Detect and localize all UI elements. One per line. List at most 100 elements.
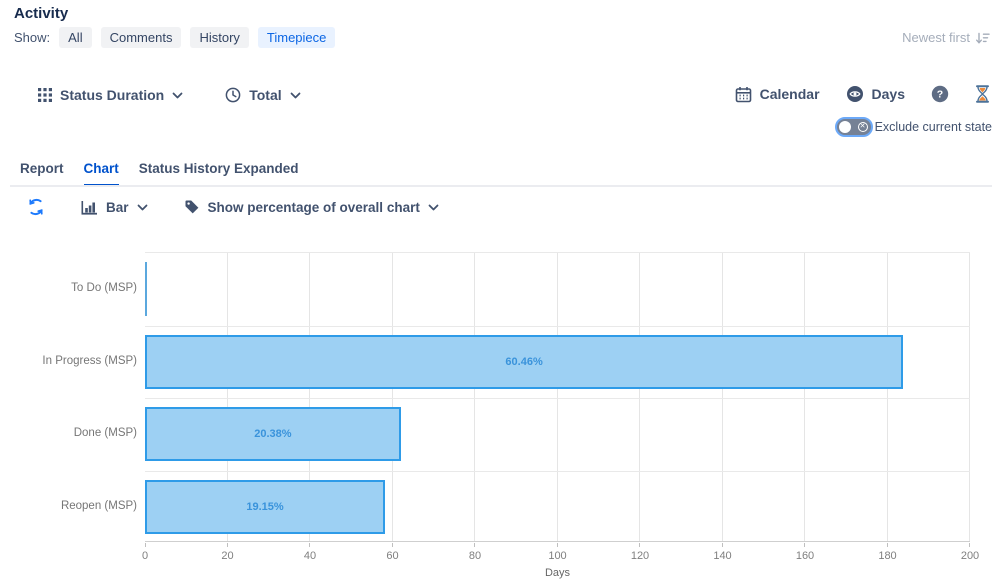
aggregation-dropdown[interactable]: Total [225,87,301,103]
timer-button[interactable] [975,85,990,103]
help-icon: ? [931,85,949,103]
gridline [145,470,970,472]
sort-order-label: Newest first [902,30,970,45]
filter-history[interactable]: History [190,27,249,48]
category-label: In Progress (MSP) [42,354,137,367]
calendar-label: Calendar [759,86,820,102]
dimension-dropdown-label: Status Duration [60,87,165,103]
tick-label: 180 [878,550,897,562]
view-tabs: Report Chart Status History Expanded [20,161,299,186]
report-toolbar-right: Calendar Days ? [735,85,990,103]
chevron-down-icon [290,92,301,99]
toggle-knob [838,121,851,133]
tick-mark [969,543,970,547]
tick-label: 160 [795,550,815,562]
tick-mark [145,543,146,547]
hourglass-icon [975,85,990,103]
tick-mark [226,543,228,547]
percentage-mode-label: Show percentage of overall chart [207,199,420,215]
tick-label: 120 [630,550,650,562]
gridline [391,253,393,541]
bar-percentage-label: 60.46% [505,355,543,368]
chart-controls: Bar Show percentage of overall chart [27,198,439,216]
chevron-down-icon [428,204,439,211]
filter-group: All Comments History Timepiece [59,27,336,48]
exclude-current-state-label: Exclude current state [874,120,992,134]
tick-label: 140 [713,550,732,562]
chart-value-axis: 0 20 40 60 80 100 120 140 160 180 200 [141,543,979,573]
page-title: Activity [14,5,69,22]
gridline [804,253,805,541]
gridline [639,253,640,541]
chart-x-axis-title: Days [544,567,571,579]
tick-mark [309,543,310,547]
chart-category-axis: To Do (MSP) In Progress (MSP) Done (MSP) Re… [0,252,137,542]
filter-all[interactable]: All [59,27,92,48]
dimension-dropdown[interactable]: Status Duration [38,87,183,103]
gridline [886,253,888,541]
tick-mark [721,543,723,547]
gridline [226,253,228,541]
gridline [969,253,970,541]
eye-icon [846,85,864,103]
tick-label: 100 [548,550,567,562]
report-toolbar-left: Status Duration Total [38,87,301,103]
category-label: Reopen (MSP) [60,499,137,512]
chevron-down-icon [137,204,148,211]
tick-mark [391,543,393,547]
chart-type-dropdown[interactable]: Bar [81,200,148,215]
tick-label: 20 [221,550,234,562]
bar-chart-icon [81,200,98,215]
tick-mark [639,543,640,547]
unit-toggle[interactable]: Days [846,85,905,103]
chart-plot-area: 60.46% 20.38% 19.15% [145,252,970,542]
bar-percentage-label: 20.38% [254,428,292,440]
tick-label: 200 [960,550,980,562]
tag-icon [184,199,200,215]
gridline [556,253,558,541]
svg-text:?: ? [937,89,943,101]
grid-icon [38,88,52,102]
activity-filter-bar: Show: All Comments History Timepiece [14,27,336,48]
help-button[interactable]: ? [931,85,949,103]
chevron-down-icon [172,92,183,99]
sort-order-control[interactable]: Newest first [902,30,990,45]
tick-label: 0 [141,550,149,562]
bar-in-progress-msp-: 60.46% [145,334,904,389]
refresh-button[interactable] [27,198,45,216]
bar-reopen-msp-: 19.15% [145,479,386,534]
tab-report[interactable]: Report [20,161,64,176]
tick-label: 60 [386,550,399,562]
bar-to-do-msp- [145,262,147,316]
exclude-current-state-row: ✕ Exclude current state [834,117,992,137]
gridline [721,253,723,541]
gridline [145,325,970,327]
calendar-icon [735,86,752,103]
tab-status-history-expanded[interactable]: Status History Expanded [138,161,299,176]
tick-mark [556,543,558,547]
bar-percentage-label: 19.15% [246,500,284,513]
tick-label: 40 [303,550,317,562]
category-label: To Do (MSP) [71,282,137,295]
tick-mark [886,543,888,547]
tick-mark [804,543,805,547]
exclude-current-state-toggle[interactable]: ✕ [834,117,873,137]
aggregation-dropdown-label: Total [249,87,282,103]
toggle-off-x-icon: ✕ [857,122,868,132]
bar-done-msp-: 20.38% [145,407,401,461]
tick-mark [474,543,475,547]
gridline [309,253,310,541]
percentage-mode-dropdown[interactable]: Show percentage of overall chart [184,199,439,215]
sort-descending-icon [975,31,990,45]
gridline [474,253,475,541]
refresh-icon [27,198,45,216]
calendar-button[interactable]: Calendar [735,86,820,103]
gridline [145,398,970,399]
tick-label: 80 [468,550,482,562]
tab-chart[interactable]: Chart [83,161,119,186]
show-label: Show: [14,30,51,45]
category-label: Done (MSP) [73,427,137,440]
filter-comments[interactable]: Comments [100,27,182,48]
filter-timepiece[interactable]: Timepiece [257,27,336,48]
chart-type-label: Bar [106,199,129,215]
